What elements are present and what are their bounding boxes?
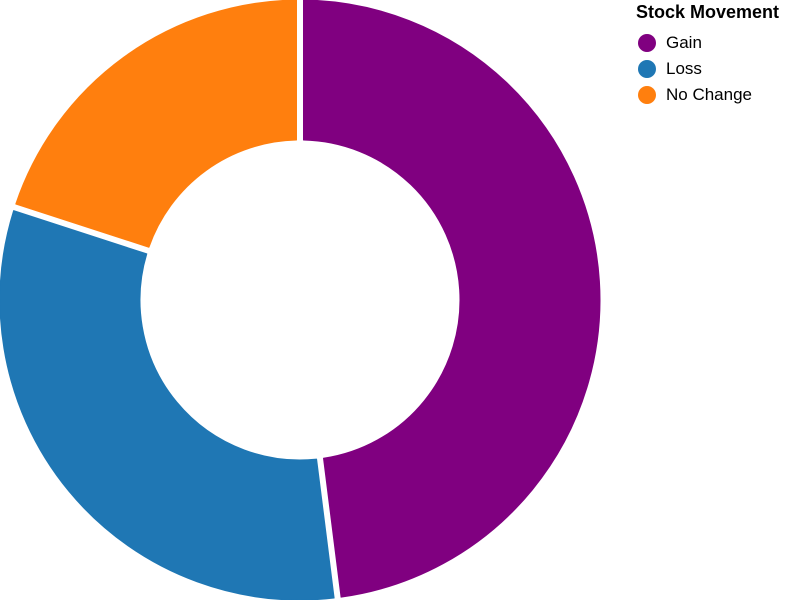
legend-items: Gain Loss No Change [636,30,779,108]
legend-label-no-change: No Change [666,85,753,104]
donut-slice-gain[interactable] [303,0,601,598]
legend: Stock Movement Gain Loss No Change [636,2,779,108]
legend-item-gain[interactable]: Gain [638,30,779,56]
legend-swatch-gain [638,34,656,52]
legend-item-loss[interactable]: Loss [638,56,779,82]
legend-swatch-loss [638,60,656,78]
donut-slice-loss[interactable] [0,210,335,600]
legend-label-loss: Loss [666,59,702,78]
legend-item-no-change[interactable]: No Change [638,82,779,108]
legend-label-gain: Gain [666,33,702,52]
donut-slices [0,0,601,600]
donut-slice-no-change[interactable] [15,0,297,248]
legend-swatch-no-change [638,86,656,104]
legend-title: Stock Movement [636,2,780,22]
